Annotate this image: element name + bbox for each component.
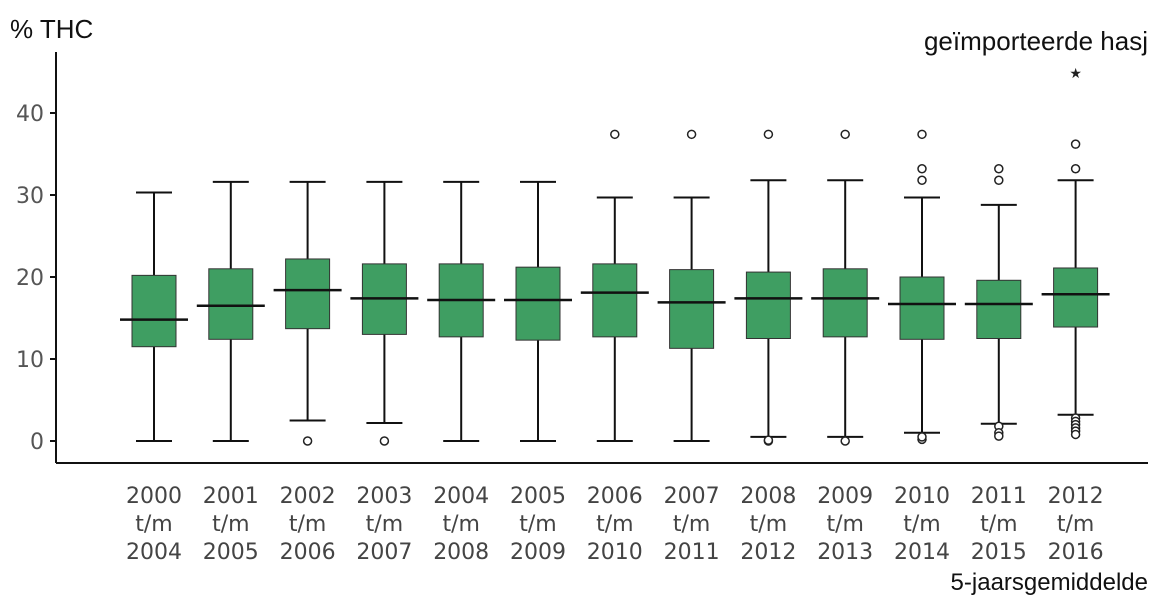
box-group: [888, 129, 956, 445]
box-group: [964, 164, 1033, 441]
iqr-box: [592, 263, 638, 338]
iqr-box: [899, 276, 945, 340]
outlier-point: [917, 129, 927, 140]
outlier-point: [994, 431, 1004, 441]
outlier-point: [763, 129, 774, 140]
outlier-point: [610, 129, 620, 140]
x-tick-label: 2010 t/m 2014: [894, 484, 950, 565]
box-group: [580, 129, 649, 442]
x-ticks: 2000 t/m 2004 2001 t/m 2005 2002 t/m 2006 2003 t/m…: [126, 484, 1104, 565]
iqr-box: [976, 279, 1022, 339]
extreme-point: ★: [1069, 66, 1082, 82]
box-group: [657, 129, 726, 442]
x-axis-title: 5-jaarsgemiddelde: [951, 569, 1148, 596]
y-tick-label: 20: [16, 266, 44, 291]
x-tick-label: 2011 t/m 2015: [971, 484, 1027, 565]
outlier-point: [379, 436, 390, 446]
outlier-point: [840, 129, 850, 140]
outlier-point: [1070, 139, 1081, 149]
box-group: [196, 180, 265, 442]
y-tick-label: 40: [16, 102, 44, 127]
outlier-point: [763, 435, 774, 445]
box-series: ★: [120, 66, 1110, 446]
outlier-point: [1070, 164, 1081, 174]
y-tick-label: 10: [16, 348, 44, 373]
outlier-point: [1070, 429, 1081, 440]
x-tick-label: 2004 t/m 2008: [433, 484, 489, 565]
iqr-box: [1053, 267, 1099, 328]
iqr-box: [745, 271, 791, 339]
box-group: [811, 129, 880, 446]
x-tick-label: 2003 t/m 2007: [356, 484, 412, 565]
y-tick-label: 30: [16, 184, 44, 209]
box-group: [427, 180, 496, 442]
x-tick-label: 2012 t/m 2016: [1048, 484, 1104, 565]
box-group: ★: [1041, 66, 1110, 440]
x-tick-label: 2008 t/m 2012: [740, 484, 796, 565]
iqr-box: [131, 274, 177, 348]
x-tick-label: 2006 t/m 2010: [587, 484, 643, 565]
iqr-box: [669, 269, 715, 349]
y-ticks: 0 10 20 30 40: [16, 102, 56, 455]
iqr-box: [822, 268, 868, 338]
iqr-box: [208, 268, 254, 340]
outlier-point: [917, 175, 927, 185]
outlier-point: [917, 432, 927, 442]
x-tick-label: 2002 t/m 2006: [280, 484, 336, 565]
outlier-point: [917, 164, 927, 174]
outlier-point: [994, 175, 1004, 185]
box-group: [120, 191, 188, 442]
box-group: [273, 180, 342, 446]
box-group: [504, 180, 572, 442]
x-tick-label: 2001 t/m 2005: [203, 484, 259, 565]
x-tick-label: 2000 t/m 2004: [126, 484, 182, 565]
outlier-point: [686, 129, 697, 140]
iqr-box: [285, 258, 331, 330]
box-group: [350, 180, 419, 446]
iqr-box: [515, 266, 561, 341]
x-tick-label: 2007 t/m 2011: [664, 484, 720, 565]
outlier-point: [840, 436, 850, 446]
x-tick-label: 2005 t/m 2009: [510, 484, 566, 565]
outlier-point: [994, 164, 1004, 174]
box-group: [734, 129, 803, 446]
outlier-point: [302, 436, 313, 446]
x-tick-label: 2009 t/m 2013: [817, 484, 873, 565]
y-tick-label: 0: [30, 430, 44, 455]
y-axis-title: % THC: [10, 14, 93, 44]
chart-title: geïmporteerde hasj: [924, 26, 1148, 56]
